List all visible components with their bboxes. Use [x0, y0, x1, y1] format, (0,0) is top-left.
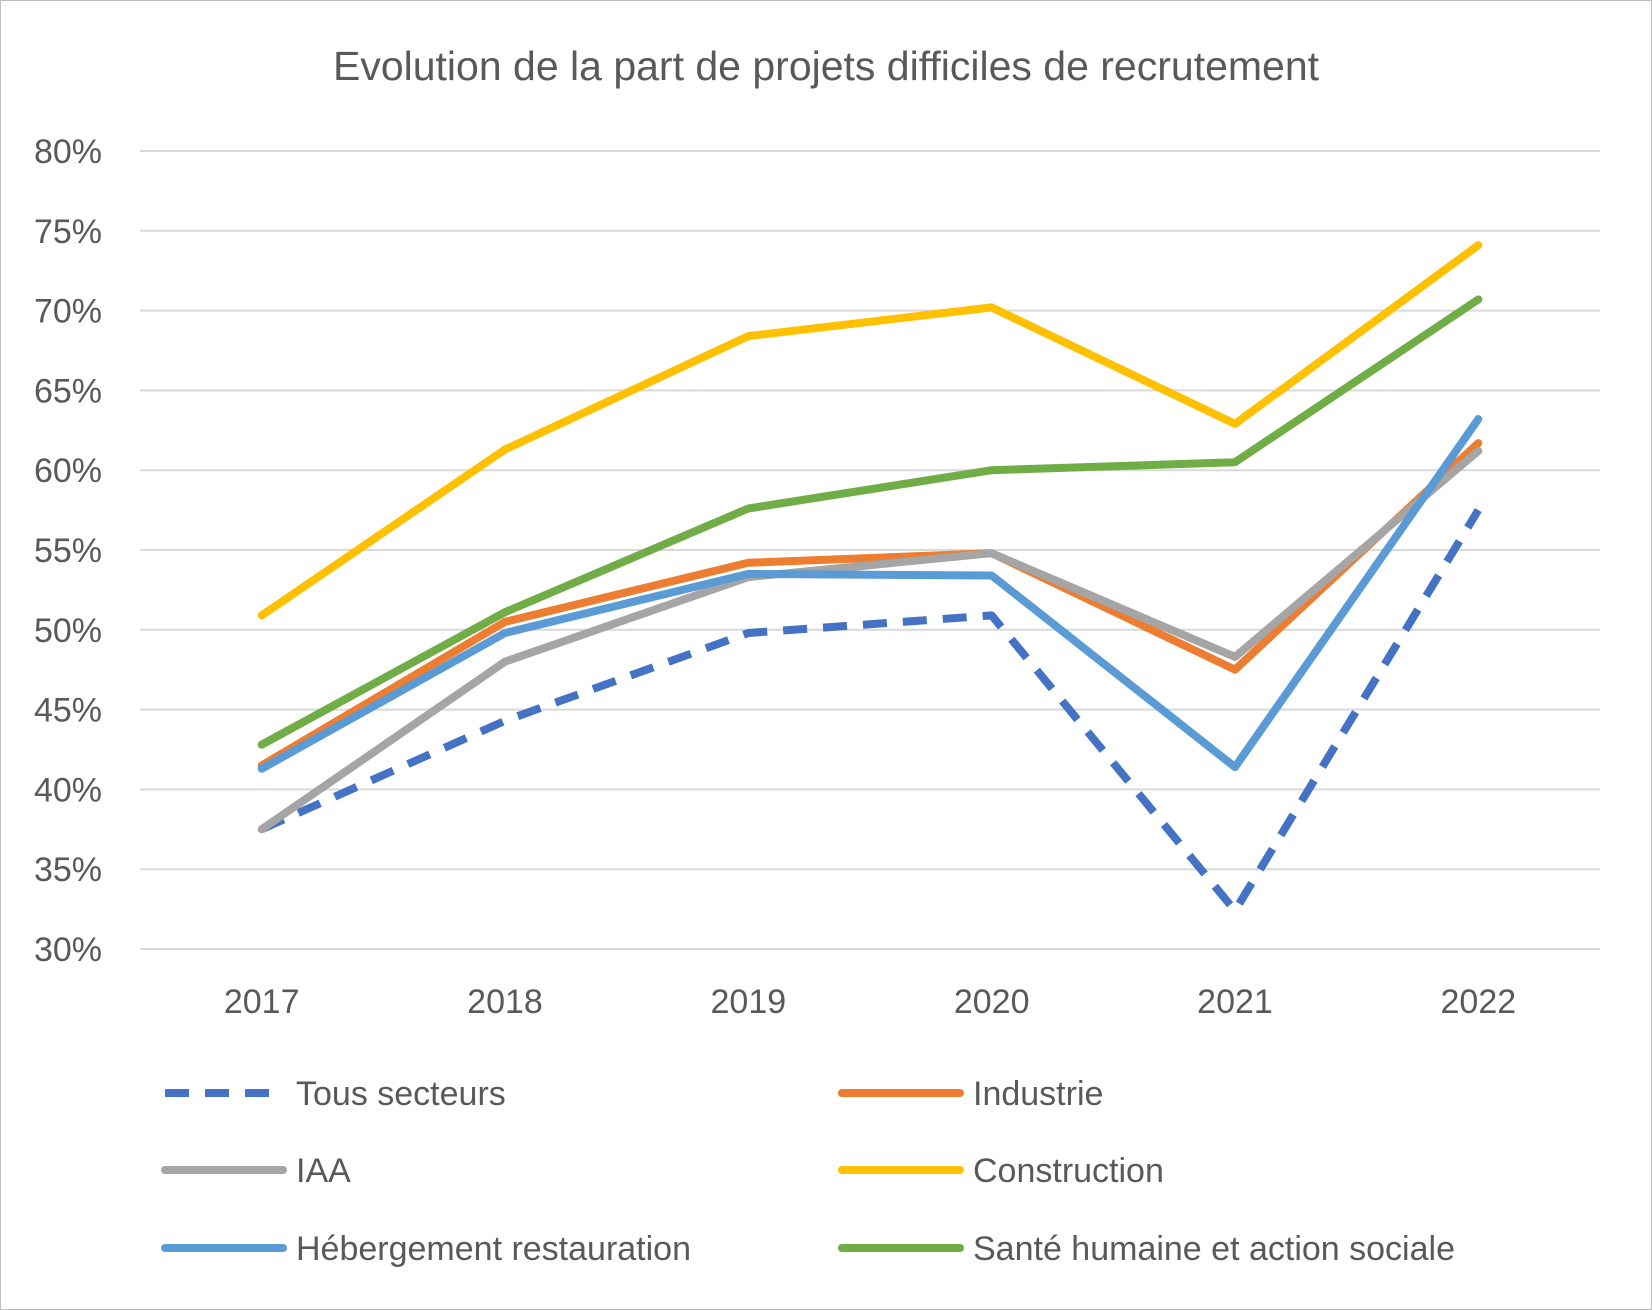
x-tick-label: 2018	[467, 983, 543, 1021]
y-tick-label: 60%	[34, 452, 102, 490]
series-line-2	[257, 447, 1483, 834]
y-tick-label: 50%	[34, 612, 102, 650]
y-tick-label: 80%	[34, 133, 102, 171]
chart-title: Evolution de la part de projets difficil…	[333, 43, 1320, 89]
legend-label: Tous secteurs	[296, 1075, 506, 1113]
legend-label: IAA	[296, 1152, 351, 1190]
y-axis-tick-labels: 30% 35% 40% 45% 50% 55% 60% 65% 70% 75% 80%	[34, 133, 102, 969]
series-line-1	[257, 439, 1483, 770]
legend-item: Industrie	[838, 1075, 1103, 1113]
series-line-3	[257, 241, 1483, 620]
x-tick-label: 2022	[1441, 983, 1517, 1021]
y-tick-label: 75%	[34, 213, 102, 251]
y-tick-label: 30%	[34, 931, 102, 969]
y-tick-label: 70%	[34, 293, 102, 331]
x-tick-label: 2017	[224, 983, 300, 1021]
y-tick-label: 45%	[34, 692, 102, 730]
legend-label: Construction	[973, 1152, 1164, 1190]
series-line-5	[257, 295, 1483, 749]
legend-item: Construction	[838, 1152, 1164, 1190]
x-tick-label: 2019	[711, 983, 787, 1021]
legend-item: IAA	[161, 1152, 351, 1190]
legend-item: Hébergement restauration	[161, 1230, 691, 1268]
series-line-4	[257, 415, 1483, 773]
y-tick-label: 40%	[34, 771, 102, 809]
legend-item: Santé humaine et action sociale	[838, 1230, 1455, 1268]
y-tick-label: 35%	[34, 851, 102, 889]
legend-item: Tous secteurs	[165, 1075, 506, 1113]
legend-label: Santé humaine et action sociale	[973, 1230, 1455, 1268]
legend-label: Industrie	[973, 1075, 1103, 1113]
x-tick-label: 2020	[954, 983, 1030, 1021]
y-tick-label: 55%	[34, 532, 102, 570]
series-line-0	[260, 508, 1482, 915]
legend-label: Hébergement restauration	[296, 1230, 691, 1268]
x-axis-tick-labels: 2017 2018 2019 2020 2021 2022	[224, 983, 1516, 1021]
x-tick-label: 2021	[1197, 983, 1273, 1021]
y-tick-label: 65%	[34, 372, 102, 410]
legend: Tous secteurs Industrie IAA Construction Héb…	[161, 1075, 1455, 1268]
series-lines	[257, 241, 1483, 915]
